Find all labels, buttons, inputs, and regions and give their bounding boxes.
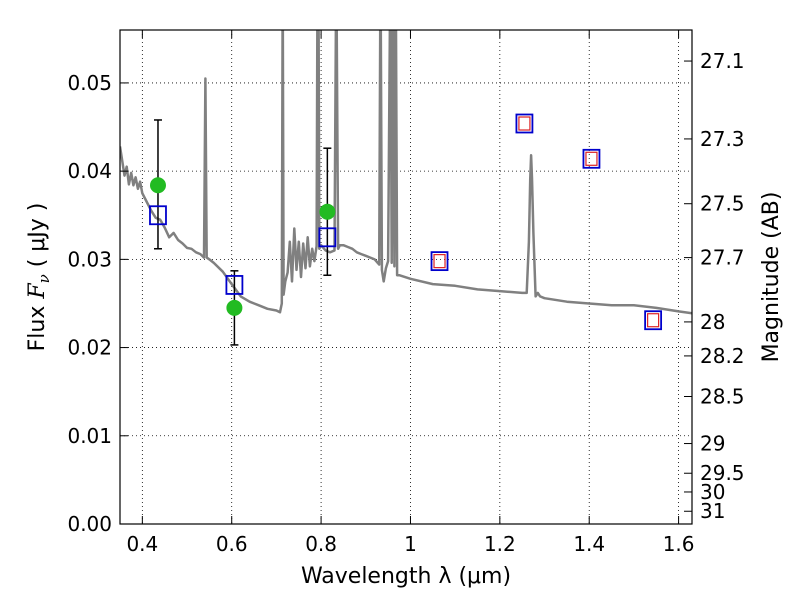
- model-photometry-inner-square: [647, 313, 660, 328]
- mag-tick-label: 27.7: [700, 246, 745, 270]
- x-axis-label: Wavelength λ (μm): [301, 564, 511, 589]
- plot-frame: [119, 29, 693, 525]
- x-tick-label: 1: [404, 532, 417, 556]
- y-label-word: Flux: [25, 299, 50, 352]
- mag-tick-label: 31: [700, 499, 725, 523]
- mag-tick-label: 27.3: [700, 127, 745, 151]
- mag-tick-label: 29: [700, 432, 725, 456]
- y-tick-label: 0.00: [67, 512, 112, 536]
- y-axis-label-left: Flux Fν ( μJy ): [25, 203, 53, 352]
- model-photometry-square: [644, 310, 663, 331]
- x-tick-label: 0.6: [216, 532, 248, 556]
- observed-point: [149, 177, 166, 194]
- markers-group: [149, 113, 663, 346]
- mag-tick-label: 27.5: [700, 192, 745, 216]
- observed-point: [226, 299, 243, 316]
- svg-text:Flux Fν ( μJy ): Flux Fν ( μJy ): [25, 203, 53, 352]
- y-tick-label: 0.01: [67, 424, 112, 448]
- y-label-subscript: ν: [35, 274, 53, 283]
- x-tick-label: 0.4: [126, 532, 158, 556]
- x-tick-label: 1.4: [573, 532, 605, 556]
- axes-group: 0.4 0.6 0.8 1 1.2 1.4 1.6 0.00 0.01 0.02 0.03 0.04 0…: [67, 30, 745, 556]
- model-sed-line: [120, 30, 692, 315]
- x-tick-label: 1.6: [663, 532, 695, 556]
- mag-tick-label: 30: [700, 480, 725, 504]
- model-photometry-square: [318, 227, 337, 248]
- mag-tick-label: 28: [700, 310, 725, 334]
- mag-tick-label: 29.5: [700, 461, 745, 485]
- model-photometry-inner-square: [585, 151, 598, 166]
- model-photometry-square: [149, 205, 167, 226]
- mag-tick-label: 27.1: [700, 49, 745, 73]
- model-photometry-square: [582, 148, 601, 169]
- x-tick-label: 0.8: [305, 532, 337, 556]
- y-label-unit: ( μJy ): [25, 203, 50, 275]
- model-photometry-square: [225, 275, 244, 295]
- y-tick-label: 0.03: [67, 247, 112, 271]
- y-axis-label-right: Magnitude (AB): [759, 192, 784, 363]
- x-tick-label: 1.2: [484, 532, 516, 556]
- model-photometry-inner-square: [433, 254, 446, 269]
- mag-tick-label: 28.5: [700, 384, 745, 408]
- y-tick-label: 0.02: [67, 336, 112, 360]
- model-photometry-inner-square: [518, 116, 531, 131]
- model-sed-curve-group: [120, 30, 692, 315]
- y-tick-label: 0.05: [67, 71, 112, 95]
- observed-point: [319, 203, 336, 220]
- mag-tick-label: 28.2: [700, 344, 745, 368]
- y-tick-label: 0.04: [67, 159, 112, 183]
- model-photometry-square: [430, 251, 449, 272]
- y-label-symbol: F: [25, 283, 50, 300]
- svg-text:Magnitude (AB): Magnitude (AB): [759, 192, 784, 363]
- model-photometry-square: [515, 113, 534, 134]
